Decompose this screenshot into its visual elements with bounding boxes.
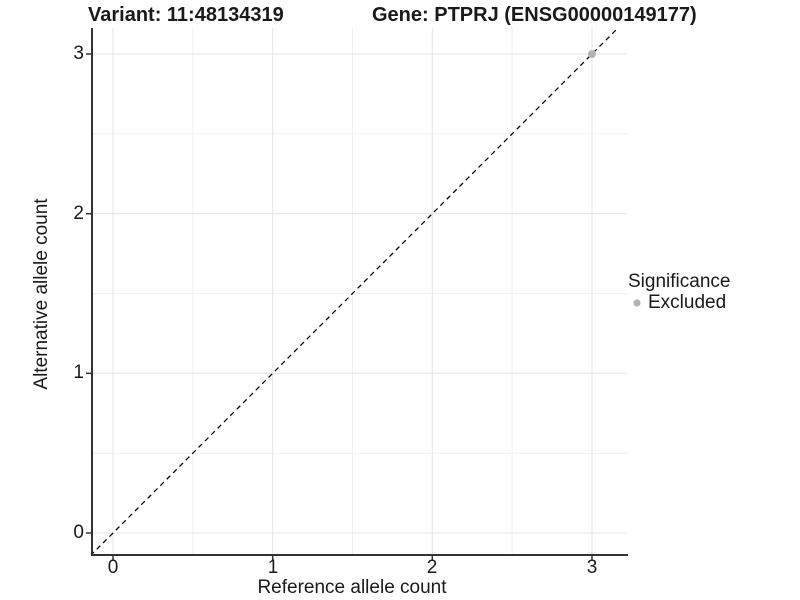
legend-item-excluded: Excluded xyxy=(628,292,793,313)
legend: Significance Excluded xyxy=(628,271,793,313)
grid-minor xyxy=(92,28,627,555)
x-tick-label-3: 3 xyxy=(586,557,598,578)
axis-ticks xyxy=(86,53,593,561)
x-axis-title: Reference allele count xyxy=(257,577,447,598)
y-tick-label-3: 3 xyxy=(73,43,84,64)
legend-swatch-icon xyxy=(633,298,641,307)
legend-title: Significance xyxy=(628,271,731,292)
legend-item-label: Excluded xyxy=(648,292,727,313)
data-point-excluded xyxy=(588,50,596,58)
grid-major xyxy=(92,28,627,555)
y-tick-label-1: 1 xyxy=(73,362,84,383)
x-tick-label-0: 0 xyxy=(107,557,119,578)
y-tick-label-2: 2 xyxy=(73,203,84,224)
y-axis-title: Alternative allele count xyxy=(31,198,52,390)
axis-lines xyxy=(91,28,628,556)
x-tick-label-1: 1 xyxy=(267,557,279,578)
identity-line xyxy=(92,28,619,555)
y-tick-label-0: 0 xyxy=(73,522,84,543)
x-tick-label-2: 2 xyxy=(426,557,438,578)
plot-title-variant: Variant: 11:48134319 xyxy=(88,4,284,26)
plot-title-gene: Gene: PTPRJ (ENSG00000149177) xyxy=(372,4,697,26)
